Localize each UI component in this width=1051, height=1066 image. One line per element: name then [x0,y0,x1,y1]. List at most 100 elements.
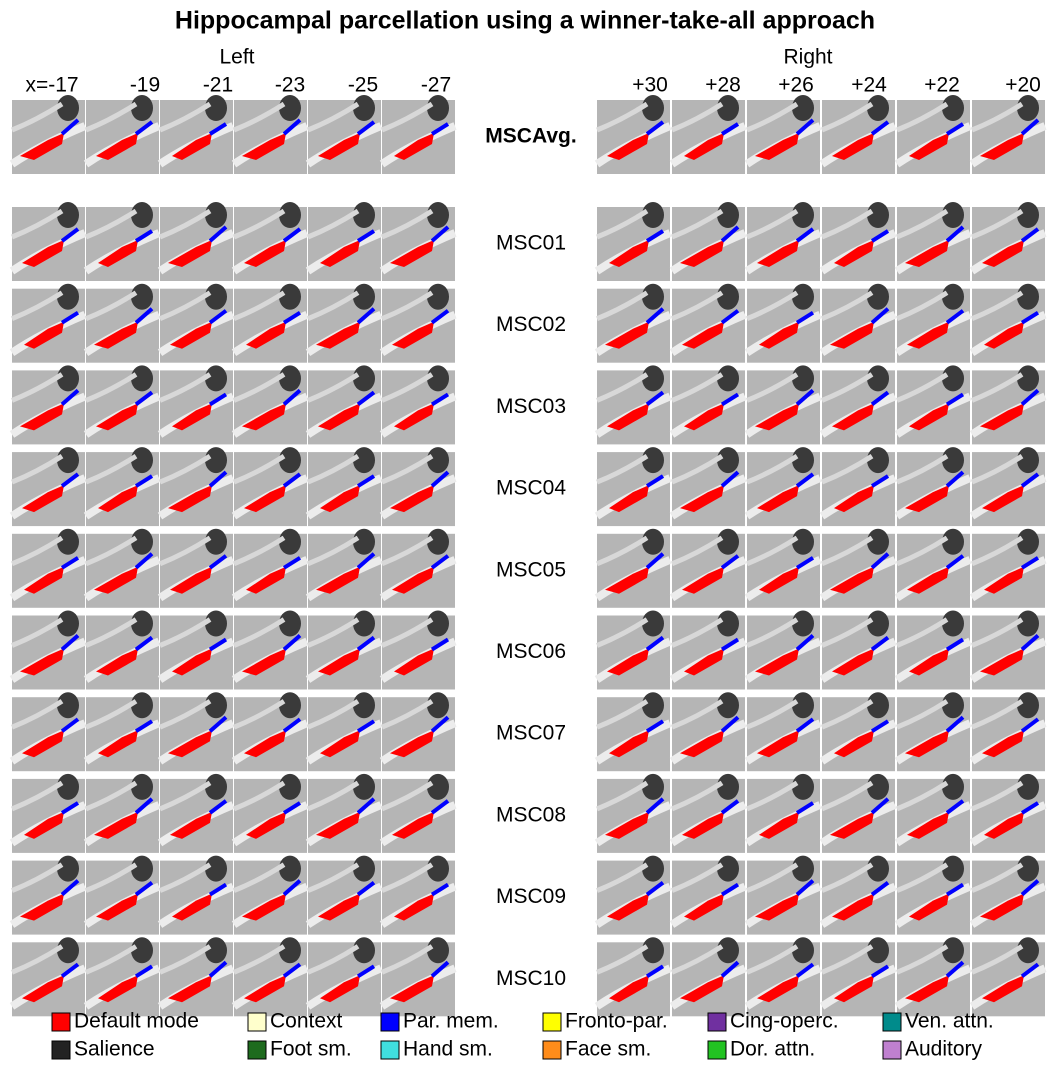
brain-slice [672,529,745,608]
brain-slice [308,774,381,853]
brain-slice [597,856,670,935]
brain-slice [972,529,1045,608]
brain-slice [672,202,745,281]
legend-label: Salience [74,1038,155,1061]
brain-slice [747,529,820,608]
brain-slice [972,856,1045,935]
row-label: MSC01 [496,232,566,255]
slice-label: -19 [130,74,160,97]
brain-slice [972,284,1045,363]
brain-slice [12,611,85,690]
brain-slice [672,692,745,771]
brain-slice [672,856,745,935]
brain-slice [822,284,895,363]
brain-slice [86,856,159,935]
brain-slice [597,447,670,526]
brain-slice [86,447,159,526]
brain-slice [86,202,159,281]
brain-slice [234,202,307,281]
brain-slice [308,202,381,281]
brain-slice [160,447,233,526]
row-label: MSCAvg. [485,125,576,148]
legend-label: Ven. attn. [905,1010,994,1033]
brain-slice [897,529,970,608]
brain-slice [897,611,970,690]
row-label: MSC05 [496,558,566,581]
brain-slice [308,447,381,526]
legend-swatch [883,1013,901,1031]
brain-slice [972,365,1045,444]
legend-label: Fronto-par. [565,1010,668,1033]
brain-slice [597,95,670,174]
brain-slice [672,774,745,853]
left-label: Left [219,46,254,69]
slice-label: +22 [924,74,960,97]
brain-slice [160,937,233,1016]
brain-slice [234,937,307,1016]
row-label: MSC04 [496,477,566,500]
brain-slice [897,202,970,281]
brain-slice [234,856,307,935]
brain-slice [597,202,670,281]
brain-slice [308,856,381,935]
brain-slice [12,95,85,174]
brain-slice [822,611,895,690]
brain-slice [234,284,307,363]
brain-slice [86,284,159,363]
brain-slice [897,365,970,444]
brain-slice [382,202,455,281]
brain-slice [12,937,85,1016]
brain-slice [234,692,307,771]
brain-slice [308,937,381,1016]
row-label: MSC09 [496,885,566,908]
slice-label: -23 [275,74,305,97]
legend-swatch [708,1013,726,1031]
slice-label: x=-17 [25,74,78,97]
row-label: MSC06 [496,640,566,663]
brain-slice [86,529,159,608]
row-label: MSC03 [496,395,566,418]
brain-slice [597,611,670,690]
brain-slice [897,447,970,526]
brain-slice [822,937,895,1016]
legend-swatch [381,1013,399,1031]
brain-slice [972,937,1045,1016]
brain-slice [12,284,85,363]
legend-label: Default mode [74,1010,199,1033]
slice-label: -27 [421,74,451,97]
legend-swatch [248,1041,266,1059]
brain-slice [308,611,381,690]
legend-swatch [52,1013,70,1031]
brain-slice [160,611,233,690]
brain-slice [822,692,895,771]
brain-slice [160,774,233,853]
legend-swatch [248,1013,266,1031]
row-label: MSC07 [496,722,566,745]
legend-label: Face sm. [565,1038,651,1061]
slice-label: +20 [1005,74,1041,97]
brain-slice [308,529,381,608]
title: Hippocampal parcellation using a winner-… [175,7,875,35]
brain-slice [597,774,670,853]
brain-slice [160,95,233,174]
brain-slice [972,202,1045,281]
legend-label: Dor. attn. [730,1038,815,1061]
brain-slice [308,692,381,771]
brain-slice [747,284,820,363]
slice-label: +30 [632,74,668,97]
brain-slice [234,529,307,608]
brain-slice [597,284,670,363]
brain-slice [747,856,820,935]
brain-slice [897,774,970,853]
brain-slice [12,774,85,853]
brain-slice [382,365,455,444]
legend-label: Hand sm. [403,1038,493,1061]
brain-slice [12,365,85,444]
brain-slice [747,447,820,526]
brain-slice [672,365,745,444]
legend-label: Foot sm. [270,1038,352,1061]
legend-swatch [381,1041,399,1059]
brain-slice [86,365,159,444]
brain-slice [897,937,970,1016]
brain-slice [747,611,820,690]
